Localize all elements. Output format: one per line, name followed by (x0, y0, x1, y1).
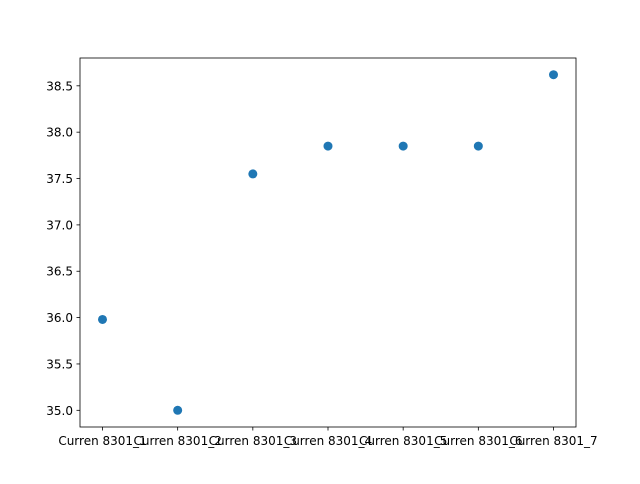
x-tick-label: Curren 8301_2 (133, 434, 221, 448)
x-tick-label: Curren 8301_1 (58, 434, 146, 448)
y-tick-label: 36.0 (46, 311, 73, 325)
y-tick-label: 36.5 (46, 265, 73, 279)
data-point (473, 141, 483, 151)
plot-area (80, 58, 576, 427)
y-tick-label: 35.0 (46, 404, 73, 418)
x-tick-label: Curren 8301_6 (434, 434, 522, 448)
data-point (248, 169, 258, 179)
data-point (549, 70, 558, 80)
x-tick-label: Curren 8301_4 (284, 434, 372, 448)
data-point (398, 141, 408, 151)
data-point (323, 141, 333, 151)
y-tick-label: 37.0 (46, 218, 73, 232)
x-tick-label: Curren 8301_3 (209, 434, 297, 448)
y-tick-label: 35.5 (46, 357, 73, 371)
y-tick-label: 38.5 (46, 79, 73, 93)
y-tick-label: 37.5 (46, 172, 73, 186)
data-point (173, 405, 183, 415)
x-tick-label: Curren 8301_7 (509, 434, 597, 448)
data-points (98, 70, 558, 415)
data-point (98, 314, 107, 324)
x-tick-label: Curren 8301_5 (359, 434, 447, 448)
y-axis: 35.0 35.5 36.0 36.5 37.0 37.5 38.0 38.5 (46, 79, 80, 418)
y-tick-label: 38.0 (46, 126, 73, 140)
plot-frame (79, 57, 577, 428)
